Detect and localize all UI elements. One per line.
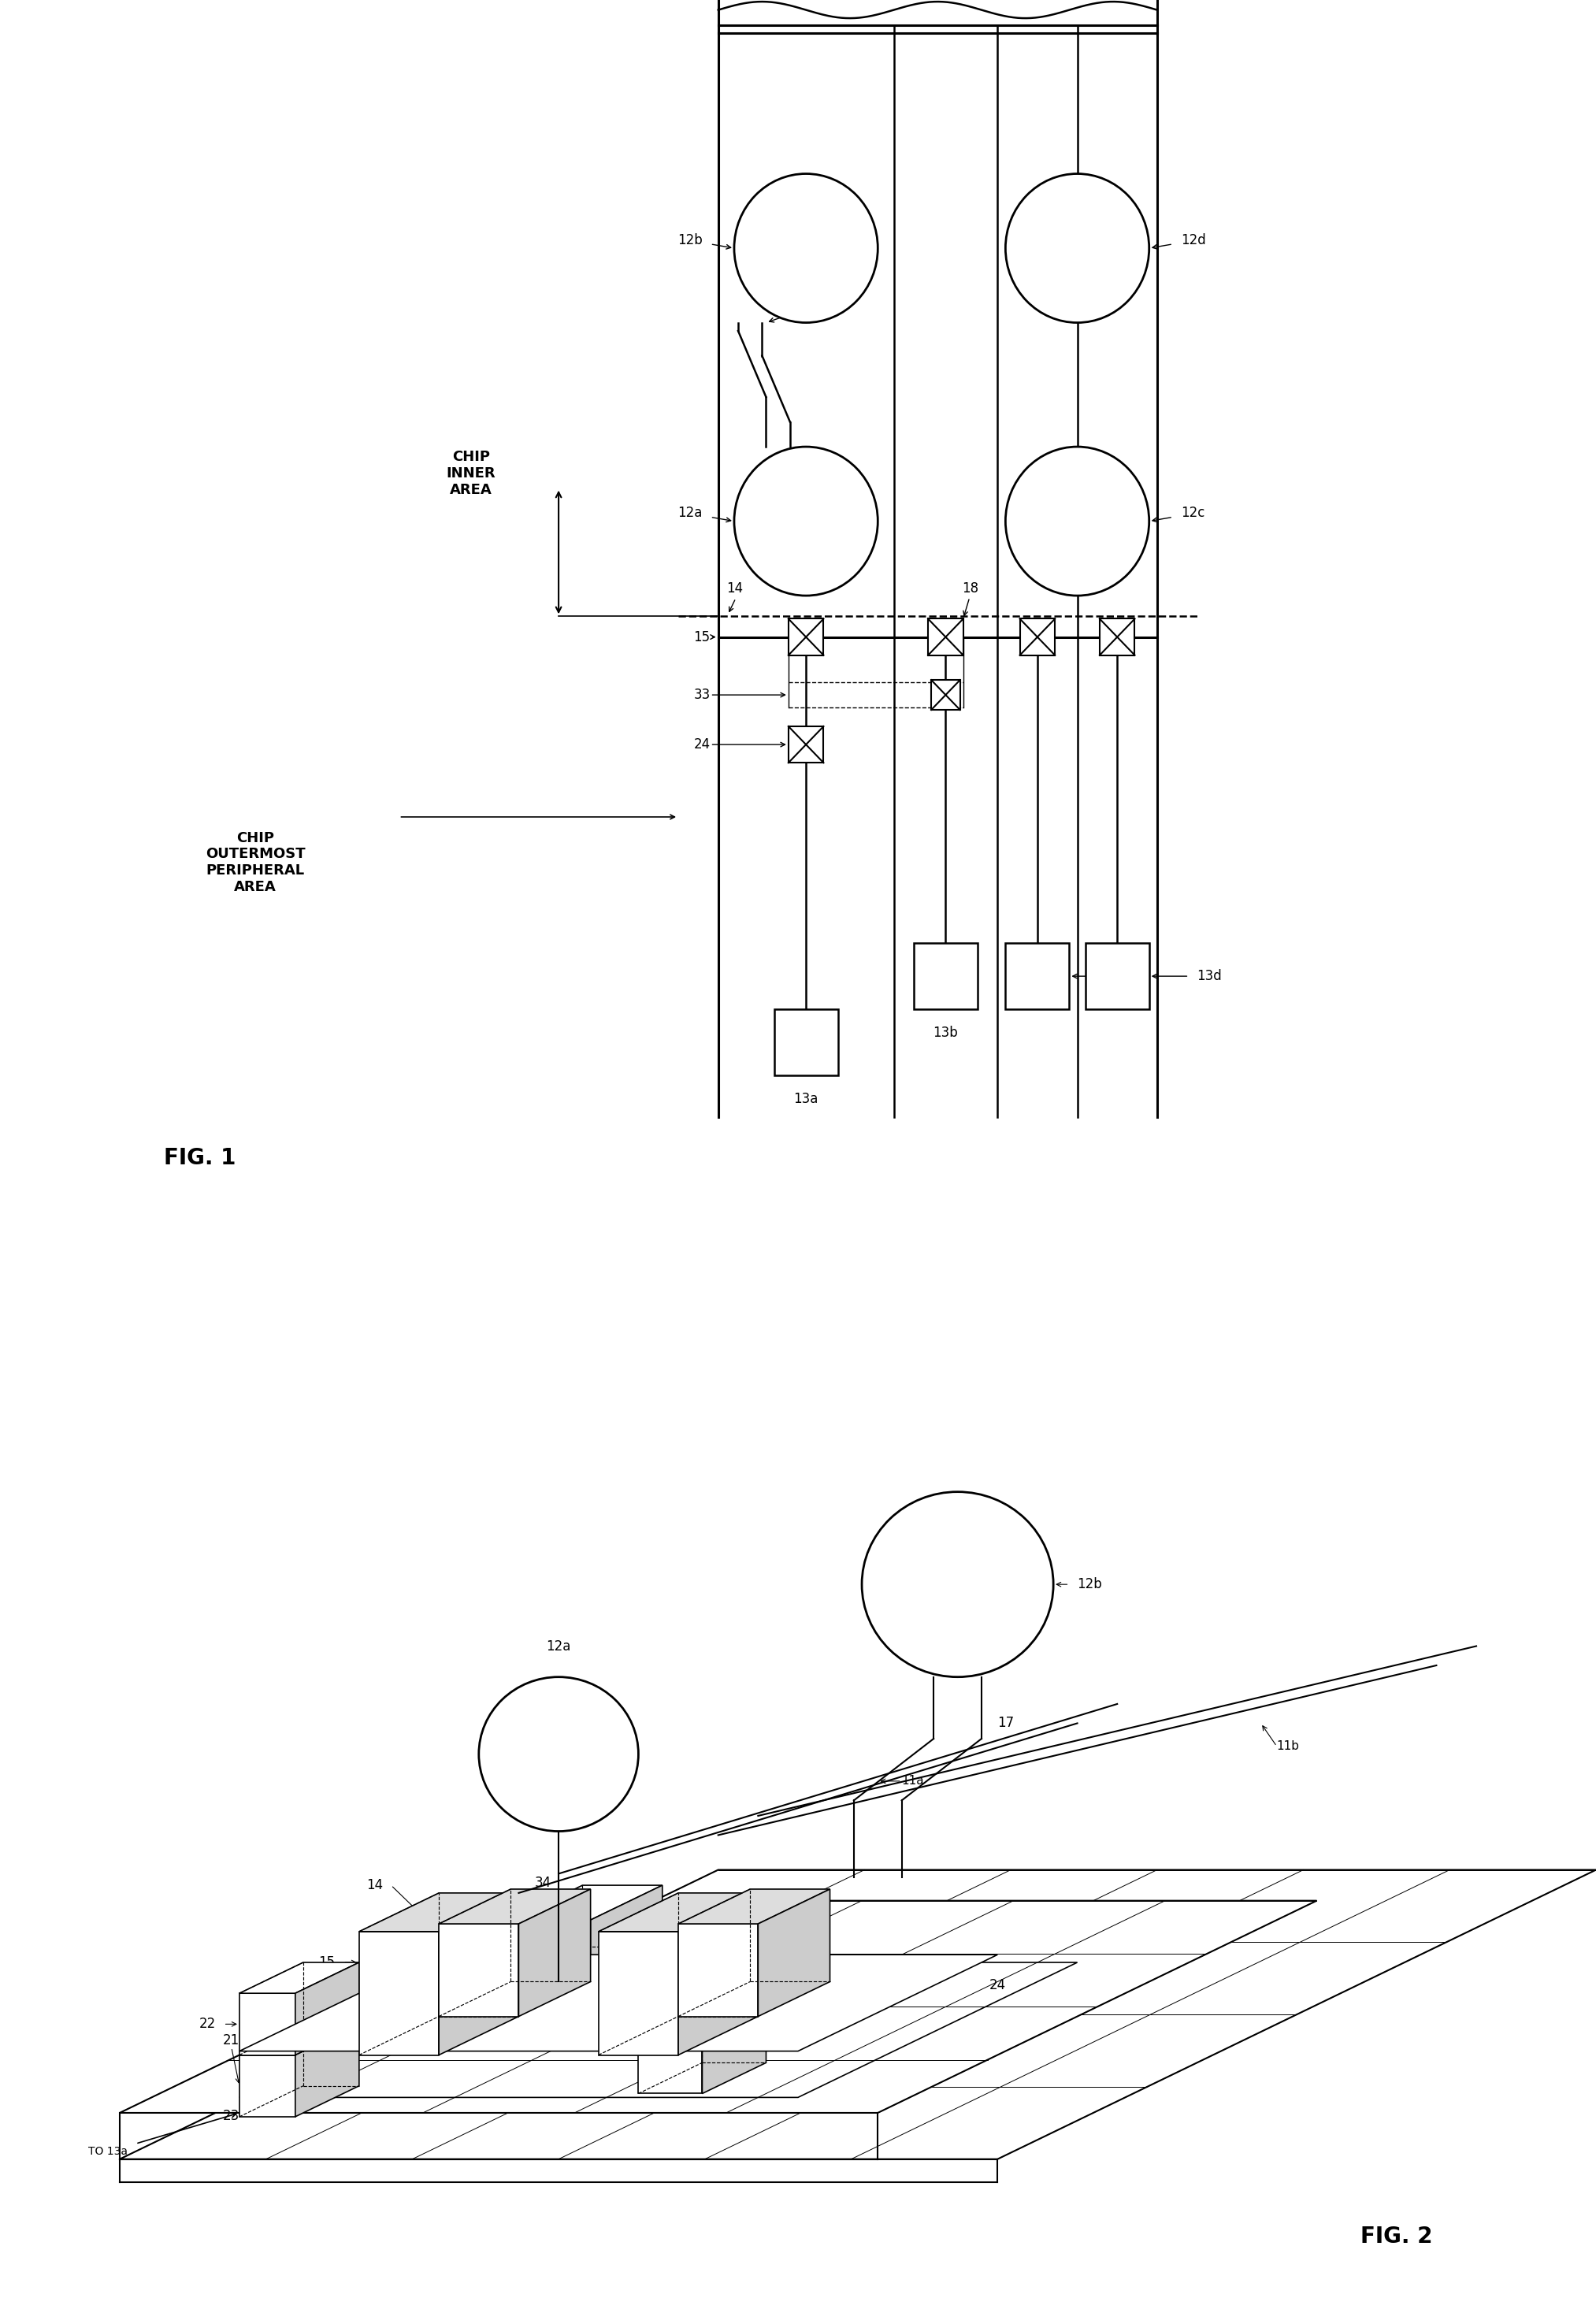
Polygon shape — [511, 1921, 591, 1981]
Text: 17: 17 — [790, 308, 806, 322]
Text: FIG. 2: FIG. 2 — [1360, 2224, 1433, 2247]
Text: 33: 33 — [694, 687, 710, 701]
Text: 15: 15 — [319, 1956, 335, 1969]
Bar — [929, 618, 962, 655]
Polygon shape — [439, 1894, 519, 2054]
Text: 31: 31 — [766, 1944, 782, 1958]
Text: 12c: 12c — [1181, 506, 1205, 519]
Bar — [788, 726, 824, 763]
Polygon shape — [239, 2054, 295, 2116]
Bar — [774, 1009, 838, 1075]
Text: 21: 21 — [223, 2034, 239, 2048]
Polygon shape — [678, 1923, 758, 2015]
Circle shape — [1005, 446, 1149, 595]
Polygon shape — [359, 1894, 519, 1933]
Bar — [788, 618, 824, 655]
Polygon shape — [678, 1894, 758, 2054]
Polygon shape — [511, 1884, 662, 1921]
Polygon shape — [638, 2031, 702, 2093]
Text: 12d: 12d — [1181, 232, 1207, 246]
Text: 14: 14 — [367, 1877, 383, 1891]
Polygon shape — [239, 2025, 359, 2054]
Text: 18: 18 — [961, 581, 978, 595]
Bar — [1005, 942, 1069, 1009]
Text: CHIP
INNER
AREA: CHIP INNER AREA — [447, 450, 495, 496]
Polygon shape — [120, 1871, 1596, 2160]
Polygon shape — [295, 1962, 359, 2054]
Polygon shape — [239, 1992, 295, 2054]
Text: 12a: 12a — [678, 506, 702, 519]
Polygon shape — [591, 1884, 662, 1981]
Text: 14: 14 — [726, 581, 742, 595]
Polygon shape — [120, 1900, 1317, 2112]
Polygon shape — [295, 2025, 359, 2116]
Bar — [913, 942, 977, 1009]
Text: 22: 22 — [200, 2018, 215, 2031]
Text: 34: 34 — [535, 1875, 551, 1889]
Text: CHIP
OUTERMOST
PERIPHERAL
AREA: CHIP OUTERMOST PERIPHERAL AREA — [206, 832, 305, 894]
Circle shape — [734, 175, 878, 322]
Polygon shape — [638, 2002, 766, 2031]
Text: TO 13a: TO 13a — [88, 2146, 128, 2158]
Text: FIG. 1: FIG. 1 — [163, 1147, 236, 1170]
Text: 13a: 13a — [793, 1092, 819, 1105]
Polygon shape — [702, 2002, 766, 2093]
Text: 11a: 11a — [902, 1776, 924, 1788]
Text: 23: 23 — [223, 2110, 239, 2123]
Polygon shape — [359, 1933, 439, 2054]
Text: 24: 24 — [694, 738, 710, 751]
Text: 15: 15 — [694, 630, 710, 643]
Circle shape — [734, 446, 878, 595]
Text: 25: 25 — [726, 2031, 742, 2045]
Text: 12b: 12b — [677, 232, 702, 246]
Text: TO 13b: TO 13b — [551, 1965, 591, 1976]
Polygon shape — [439, 1889, 591, 1923]
Text: 11b: 11b — [1277, 1740, 1299, 1753]
Text: 17: 17 — [998, 1717, 1013, 1730]
Text: 13b: 13b — [934, 1025, 958, 1041]
Text: 13d: 13d — [1197, 970, 1223, 984]
Circle shape — [862, 1491, 1053, 1678]
Text: 24: 24 — [990, 1979, 1005, 1992]
Circle shape — [1005, 175, 1149, 322]
Polygon shape — [239, 1956, 998, 2052]
Bar — [1085, 942, 1149, 1009]
Text: 12a: 12a — [546, 1641, 571, 1655]
Text: 35: 35 — [559, 1923, 575, 1937]
Polygon shape — [678, 1889, 830, 1923]
Text: 13c: 13c — [1117, 970, 1141, 984]
Bar — [932, 680, 959, 710]
Circle shape — [479, 1678, 638, 1832]
Polygon shape — [598, 1894, 758, 1933]
Polygon shape — [598, 1933, 678, 2054]
Polygon shape — [519, 1889, 591, 2015]
Text: 18: 18 — [702, 1956, 718, 1969]
Polygon shape — [239, 1962, 359, 1992]
Bar — [1100, 618, 1135, 655]
Polygon shape — [758, 1889, 830, 2015]
Polygon shape — [439, 1923, 519, 2015]
Polygon shape — [239, 1962, 1077, 2098]
Bar — [1020, 618, 1055, 655]
Text: 33: 33 — [487, 1976, 503, 1990]
Text: 12b: 12b — [1077, 1576, 1103, 1593]
Text: 32: 32 — [670, 2008, 686, 2022]
